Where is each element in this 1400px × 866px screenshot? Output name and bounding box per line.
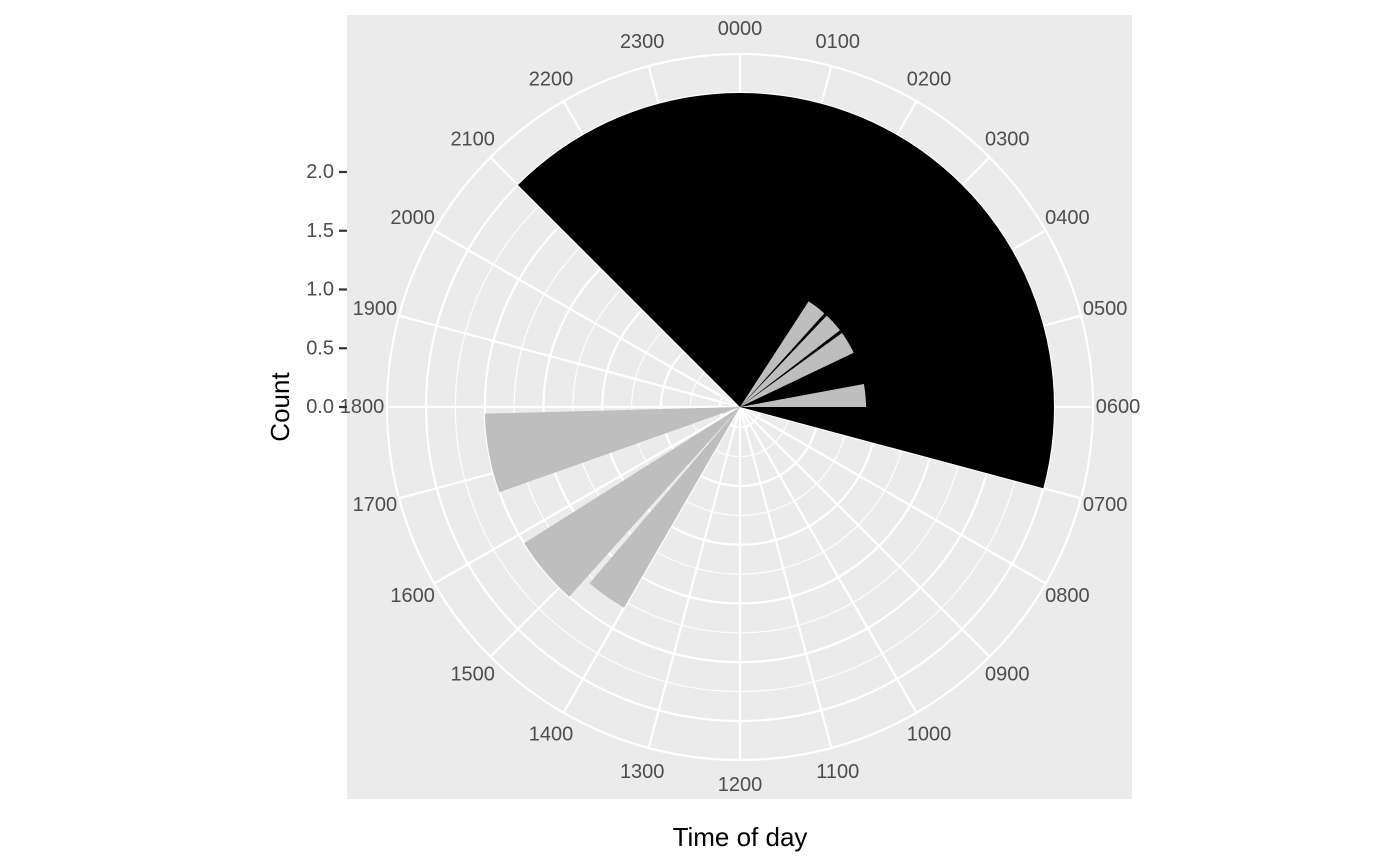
angle-axis-labels: 0000 0100 0200 0300 0400 0500 0600 0700 0800 0900… <box>340 18 1141 796</box>
y-tick-label: 2.0 <box>306 161 334 183</box>
y-axis: 2.0 1.5 1.0 0.5 0.0 <box>306 161 347 418</box>
angle-tick-label: 1700 <box>353 494 398 516</box>
bar <box>740 332 854 407</box>
angle-tick-label: 1400 <box>529 723 574 745</box>
angle-tick-label: 0400 <box>1045 207 1090 229</box>
angle-tick-label: 1200 <box>718 774 763 796</box>
grid-radial-line <box>433 406 741 585</box>
angle-tick-label: 0600 <box>1096 396 1141 418</box>
angle-tick-label: 0800 <box>1045 585 1090 607</box>
grid-radial-line <box>739 406 991 658</box>
bars-layer <box>484 93 1054 608</box>
angle-tick-label: 2100 <box>450 129 495 151</box>
angle-tick-label: 0700 <box>1083 494 1128 516</box>
angle-tick-label: 1500 <box>450 663 495 685</box>
angle-tick-label: 1600 <box>390 585 435 607</box>
angle-tick-label: 1800 <box>340 396 385 418</box>
y-axis-title: Count <box>265 372 295 442</box>
bar <box>740 384 866 407</box>
bar <box>484 407 740 493</box>
angle-tick-label: 1000 <box>907 723 952 745</box>
bar <box>589 407 740 608</box>
grid-radial-line <box>738 406 833 749</box>
grid-radial-line <box>398 314 741 409</box>
bar <box>524 407 740 597</box>
grid-radial-line <box>433 229 741 408</box>
x-axis-title: Time of day <box>673 822 808 852</box>
angle-tick-label: 2300 <box>620 31 665 53</box>
angle-tick-label: 1900 <box>353 298 398 320</box>
angle-tick-label: 0000 <box>718 18 763 40</box>
angle-tick-label: 1300 <box>620 761 665 783</box>
grid-radial-line <box>647 406 742 749</box>
angle-tick-label: 0500 <box>1083 298 1128 320</box>
grid-radial-line <box>739 406 1047 585</box>
angle-tick-label: 0300 <box>985 129 1030 151</box>
angle-tick-label: 0900 <box>985 663 1030 685</box>
angle-tick-label: 1100 <box>816 761 859 783</box>
angle-tick-label: 0200 <box>907 69 952 91</box>
y-tick-label: 0.5 <box>306 337 334 359</box>
bar <box>517 93 1054 489</box>
angle-tick-label: 2000 <box>390 207 435 229</box>
y-tick-label: 0.0 <box>306 396 334 418</box>
grid-radial-line <box>739 406 918 714</box>
angle-tick-label: 0100 <box>816 31 861 53</box>
bar <box>740 315 840 407</box>
y-tick-label: 1.0 <box>306 279 334 301</box>
y-tick-label: 1.5 <box>306 220 334 242</box>
bar <box>740 301 825 407</box>
angle-tick-label: 2200 <box>529 69 574 91</box>
